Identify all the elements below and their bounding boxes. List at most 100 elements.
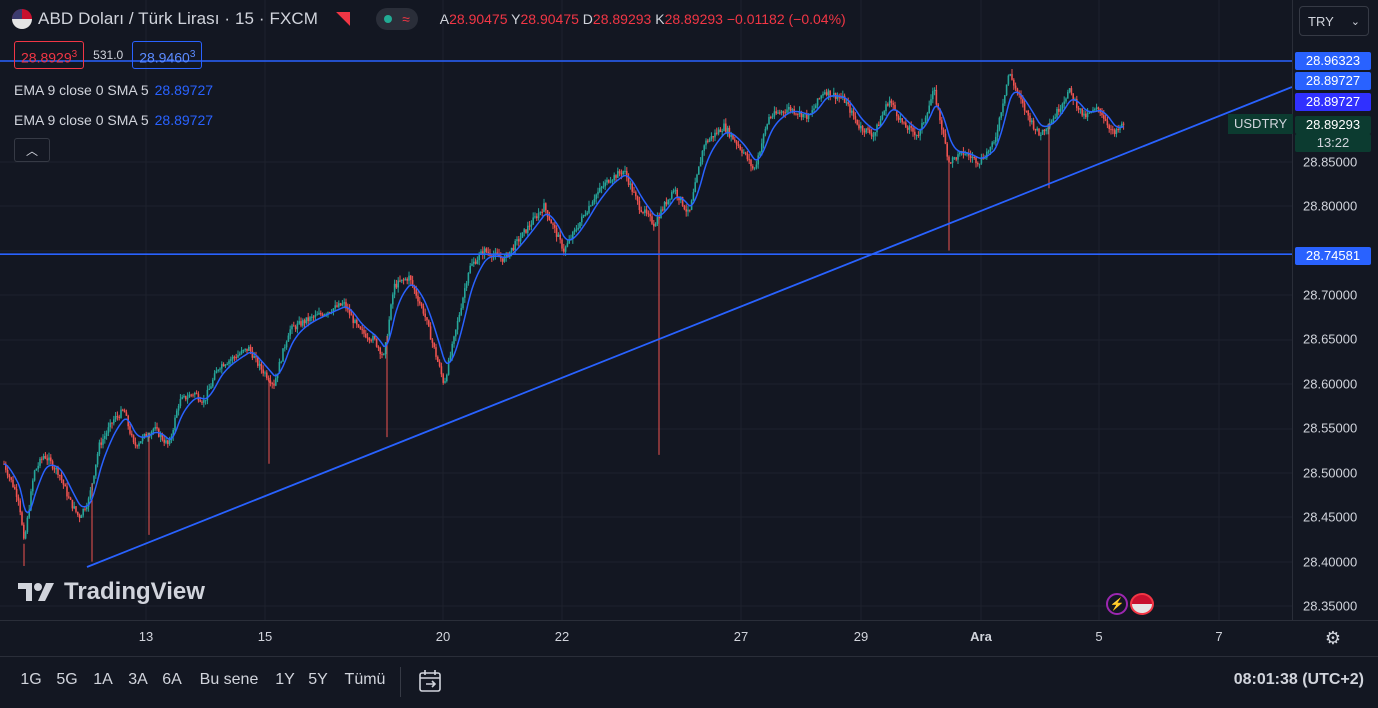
candle-body [797,113,799,115]
indicator-legend-2[interactable]: EMA 9 close 0 SMA 5 28.89727 [14,112,213,128]
range-button[interactable]: 1G [20,671,42,688]
candle-body [971,156,974,158]
candle-body [57,467,59,476]
range-button[interactable]: 1Y [275,671,295,688]
buy-button[interactable]: 28.94603 [132,41,203,69]
candle-body [1086,112,1089,118]
candle-body [381,353,383,355]
candle-body [667,199,669,205]
range-button[interactable]: 3A [128,671,148,688]
candle-body [199,400,201,402]
range-button[interactable]: 5G [56,671,78,688]
candle-body [604,182,606,187]
candle-body [986,151,988,158]
candle-body [782,111,785,113]
candle-body [352,315,354,324]
candle-body [581,216,583,223]
candle-body [705,140,707,146]
candle-body [865,128,867,133]
candle-body [685,209,687,212]
range-button[interactable]: 1A [93,671,113,688]
candle-body [1020,94,1022,100]
candle-body [557,234,560,237]
candle-body [14,487,16,489]
candle-body [694,182,696,193]
lightning-icon[interactable]: ⚡ [1106,593,1128,615]
candle-body [514,241,516,251]
currency-select[interactable]: TRY ⌄ [1299,6,1369,36]
us-event-flag-icon[interactable] [1130,593,1154,615]
goto-date-icon[interactable] [416,667,444,695]
sell-button[interactable]: 28.89293 [14,41,85,69]
time-axis[interactable]: 13 15 20 22 27 29 Ara 5 7 ⚙ [0,620,1378,656]
candle-body [878,124,880,127]
watermark-text: TradingView [64,578,205,605]
range-button[interactable]: 6A [162,671,182,688]
candle-body [444,381,446,383]
clock-timezone[interactable]: 08:01:38 (UTC+2) [1233,671,1364,688]
candle-body [413,285,416,290]
candle-body [856,119,858,125]
candle-body [984,157,986,159]
candle-body [329,312,331,314]
candle-body [753,167,756,169]
candle-body [341,303,344,306]
chart-area[interactable]: ABD Doları / Türk Lirası · 15 · FXCM ≈ A… [0,0,1292,620]
candle-body [1092,109,1094,113]
toolbar-divider [400,667,401,697]
candle-body [447,360,450,375]
candle-body [807,114,810,119]
candle-body [732,134,734,140]
candle-body [716,132,718,134]
candle-body [933,89,936,92]
candle-body [600,187,603,189]
bar-countdown-tag: 13:22 [1295,134,1371,152]
candle-body [159,434,162,437]
price-axis[interactable]: TRY ⌄ 28.85000 28.80000 28.70000 28.65000 28… [1292,0,1378,620]
candle-body [1013,79,1015,86]
candle-body [174,417,176,431]
candle-body [723,123,725,132]
range-button[interactable]: 5Y [308,671,328,688]
price-chart[interactable] [0,0,1292,620]
candle-body [1032,120,1035,129]
candle-body [698,166,700,175]
chevron-up-icon: ︿ [25,143,38,158]
candle-body [204,400,207,402]
settings-gear-icon[interactable]: ⚙ [1324,627,1342,648]
candle-body [829,90,831,97]
candle-body [640,209,642,212]
candle-body [399,280,401,282]
candle-body [503,256,506,262]
order-panel: 28.89293 531.0 28.94603 [14,41,203,69]
candle-body [750,159,752,167]
collapse-legend-button[interactable]: ︿ [14,138,50,162]
candle-body [537,212,540,219]
candle-body [851,110,853,113]
candle-body [487,251,489,253]
range-button[interactable]: Bu sene [199,671,259,688]
candle-body [165,440,167,443]
symbol-title[interactable]: ABD Doları / Türk Lirası · 15 · FXCM [38,9,319,28]
candle-body [345,302,347,309]
candle-body [370,340,372,342]
candle-body [192,394,194,396]
candle-body [194,392,196,395]
candle-body [642,211,644,213]
candle-body [743,152,745,154]
range-button[interactable]: Tümü [344,671,386,688]
status-pill[interactable]: ≈ [376,8,418,30]
candle-body [1083,113,1085,116]
candle-body [699,161,702,167]
candle-body [109,422,111,428]
candle-body [764,128,767,135]
candle-body [1081,108,1083,116]
tradingview-watermark[interactable]: TradingView [18,578,205,606]
candle-body [833,92,835,96]
symbol-header[interactable]: ABD Doları / Türk Lirası · 15 · FXCM ≈ A… [12,8,846,30]
candle-body [426,317,428,321]
indicator-legend-1[interactable]: EMA 9 close 0 SMA 5 28.89727 [14,82,213,98]
candle-body [60,475,63,480]
candle-body [710,136,713,139]
candle-body [237,355,239,358]
